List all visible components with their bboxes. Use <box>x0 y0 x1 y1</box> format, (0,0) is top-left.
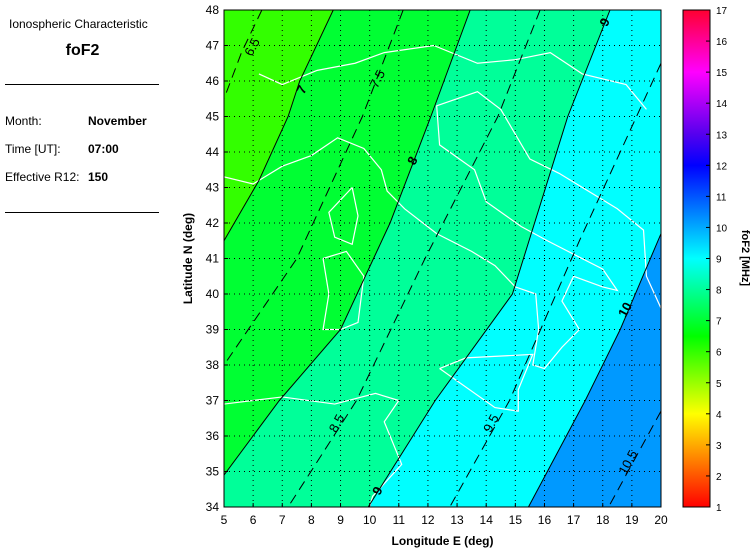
x-tick-label: 17 <box>567 513 581 527</box>
contour-line-9.5 <box>449 63 661 507</box>
y-tick-label: 40 <box>206 287 220 301</box>
colorbar-tick-label: 11 <box>716 192 727 203</box>
colorbar-tick-label: 17 <box>716 6 728 17</box>
colorbar-tick-label: 14 <box>716 99 728 110</box>
contour-line-10.5 <box>608 410 661 507</box>
y-tick-label: 37 <box>206 394 220 408</box>
colorbar-tick-label: 3 <box>716 441 722 452</box>
colorbar-label: foF2 [MHz] <box>739 230 751 287</box>
contour-line-6.5 <box>224 10 263 99</box>
colorbar <box>682 9 711 508</box>
y-tick-label: 38 <box>206 358 220 372</box>
y-tick-label: 42 <box>206 216 220 230</box>
y-tick-label: 36 <box>206 429 220 443</box>
colorbar-tick-label: 12 <box>716 161 728 172</box>
coastline <box>322 250 365 331</box>
x-tick-label: 7 <box>279 513 286 527</box>
contour-label: 7.5 <box>366 67 388 90</box>
month-value: November <box>88 114 147 128</box>
r12-label: Effective R12: <box>5 170 80 184</box>
y-tick-label: 43 <box>206 181 220 195</box>
x-tick-label: 13 <box>450 513 464 527</box>
colorbar-tick-label: 9 <box>716 255 722 266</box>
time-label: Time [UT]: <box>5 142 61 156</box>
y-tick-label: 35 <box>206 465 220 479</box>
x-tick-label: 12 <box>421 513 435 527</box>
divider <box>5 212 159 213</box>
contour-line-10 <box>528 233 661 507</box>
y-tick-label: 41 <box>206 252 220 266</box>
x-tick-label: 8 <box>308 513 315 527</box>
x-tick-label: 6 <box>250 513 257 527</box>
x-tick-label: 19 <box>625 513 639 527</box>
y-tick-label: 44 <box>206 145 220 159</box>
y-axis-label: Latitude N (deg) <box>181 213 195 304</box>
x-tick-label: 20 <box>654 513 668 527</box>
x-axis-label: Longitude E (deg) <box>392 534 494 548</box>
colorbar-tick-label: 8 <box>716 286 722 297</box>
time-value: 07:00 <box>88 142 119 156</box>
colorbar-tick-label: 6 <box>716 348 722 359</box>
x-tick-label: 9 <box>337 513 344 527</box>
contour-label: 10 <box>615 300 635 320</box>
contour-line-9 <box>367 10 611 507</box>
x-tick-label: 5 <box>221 513 228 527</box>
colorbar-tick-label: 15 <box>716 68 728 79</box>
r12-value: 150 <box>88 170 109 184</box>
y-tick-label: 39 <box>206 323 220 337</box>
x-tick-label: 16 <box>538 513 552 527</box>
coastline <box>258 44 647 110</box>
colorbar-tick-label: 10 <box>716 223 728 234</box>
y-tick-label: 47 <box>206 39 220 53</box>
x-tick-label: 11 <box>393 513 406 527</box>
y-tick-label: 48 <box>206 3 220 17</box>
colorbar-tick-label: 16 <box>716 37 728 48</box>
panel-subtitle: Ionospheric Characteristic <box>9 17 148 31</box>
panel-title: foF2 <box>65 42 100 59</box>
colorbar-tick-label: 2 <box>716 472 722 483</box>
x-tick-label: 10 <box>363 513 377 527</box>
contour-line-8.5 <box>287 10 541 507</box>
divider <box>5 84 159 85</box>
contour-label: 8.5 <box>326 412 348 435</box>
y-tick-label: 34 <box>206 500 220 514</box>
coastline <box>328 187 359 246</box>
y-tick-label: 45 <box>206 110 220 124</box>
y-tick-label: 46 <box>206 74 220 88</box>
x-tick-label: 14 <box>480 513 494 527</box>
x-tick-label: 18 <box>596 513 610 527</box>
coastline <box>224 90 661 370</box>
colorbar-tick-label: 1 <box>716 503 722 514</box>
contour-line-7.5 <box>224 10 404 366</box>
colorbar-tick-label: 5 <box>716 379 722 390</box>
contour-line-7 <box>224 10 334 242</box>
colorbar-tick-label: 7 <box>716 317 722 328</box>
contour-label: 9.5 <box>480 412 502 435</box>
x-tick-label: 15 <box>509 513 523 527</box>
contour-line-8 <box>224 10 471 476</box>
colorbar-tick-label: 4 <box>716 410 722 421</box>
colorbar-tick-label: 13 <box>716 130 728 141</box>
month-label: Month: <box>5 114 42 128</box>
contour-label: 6.5 <box>241 35 263 58</box>
